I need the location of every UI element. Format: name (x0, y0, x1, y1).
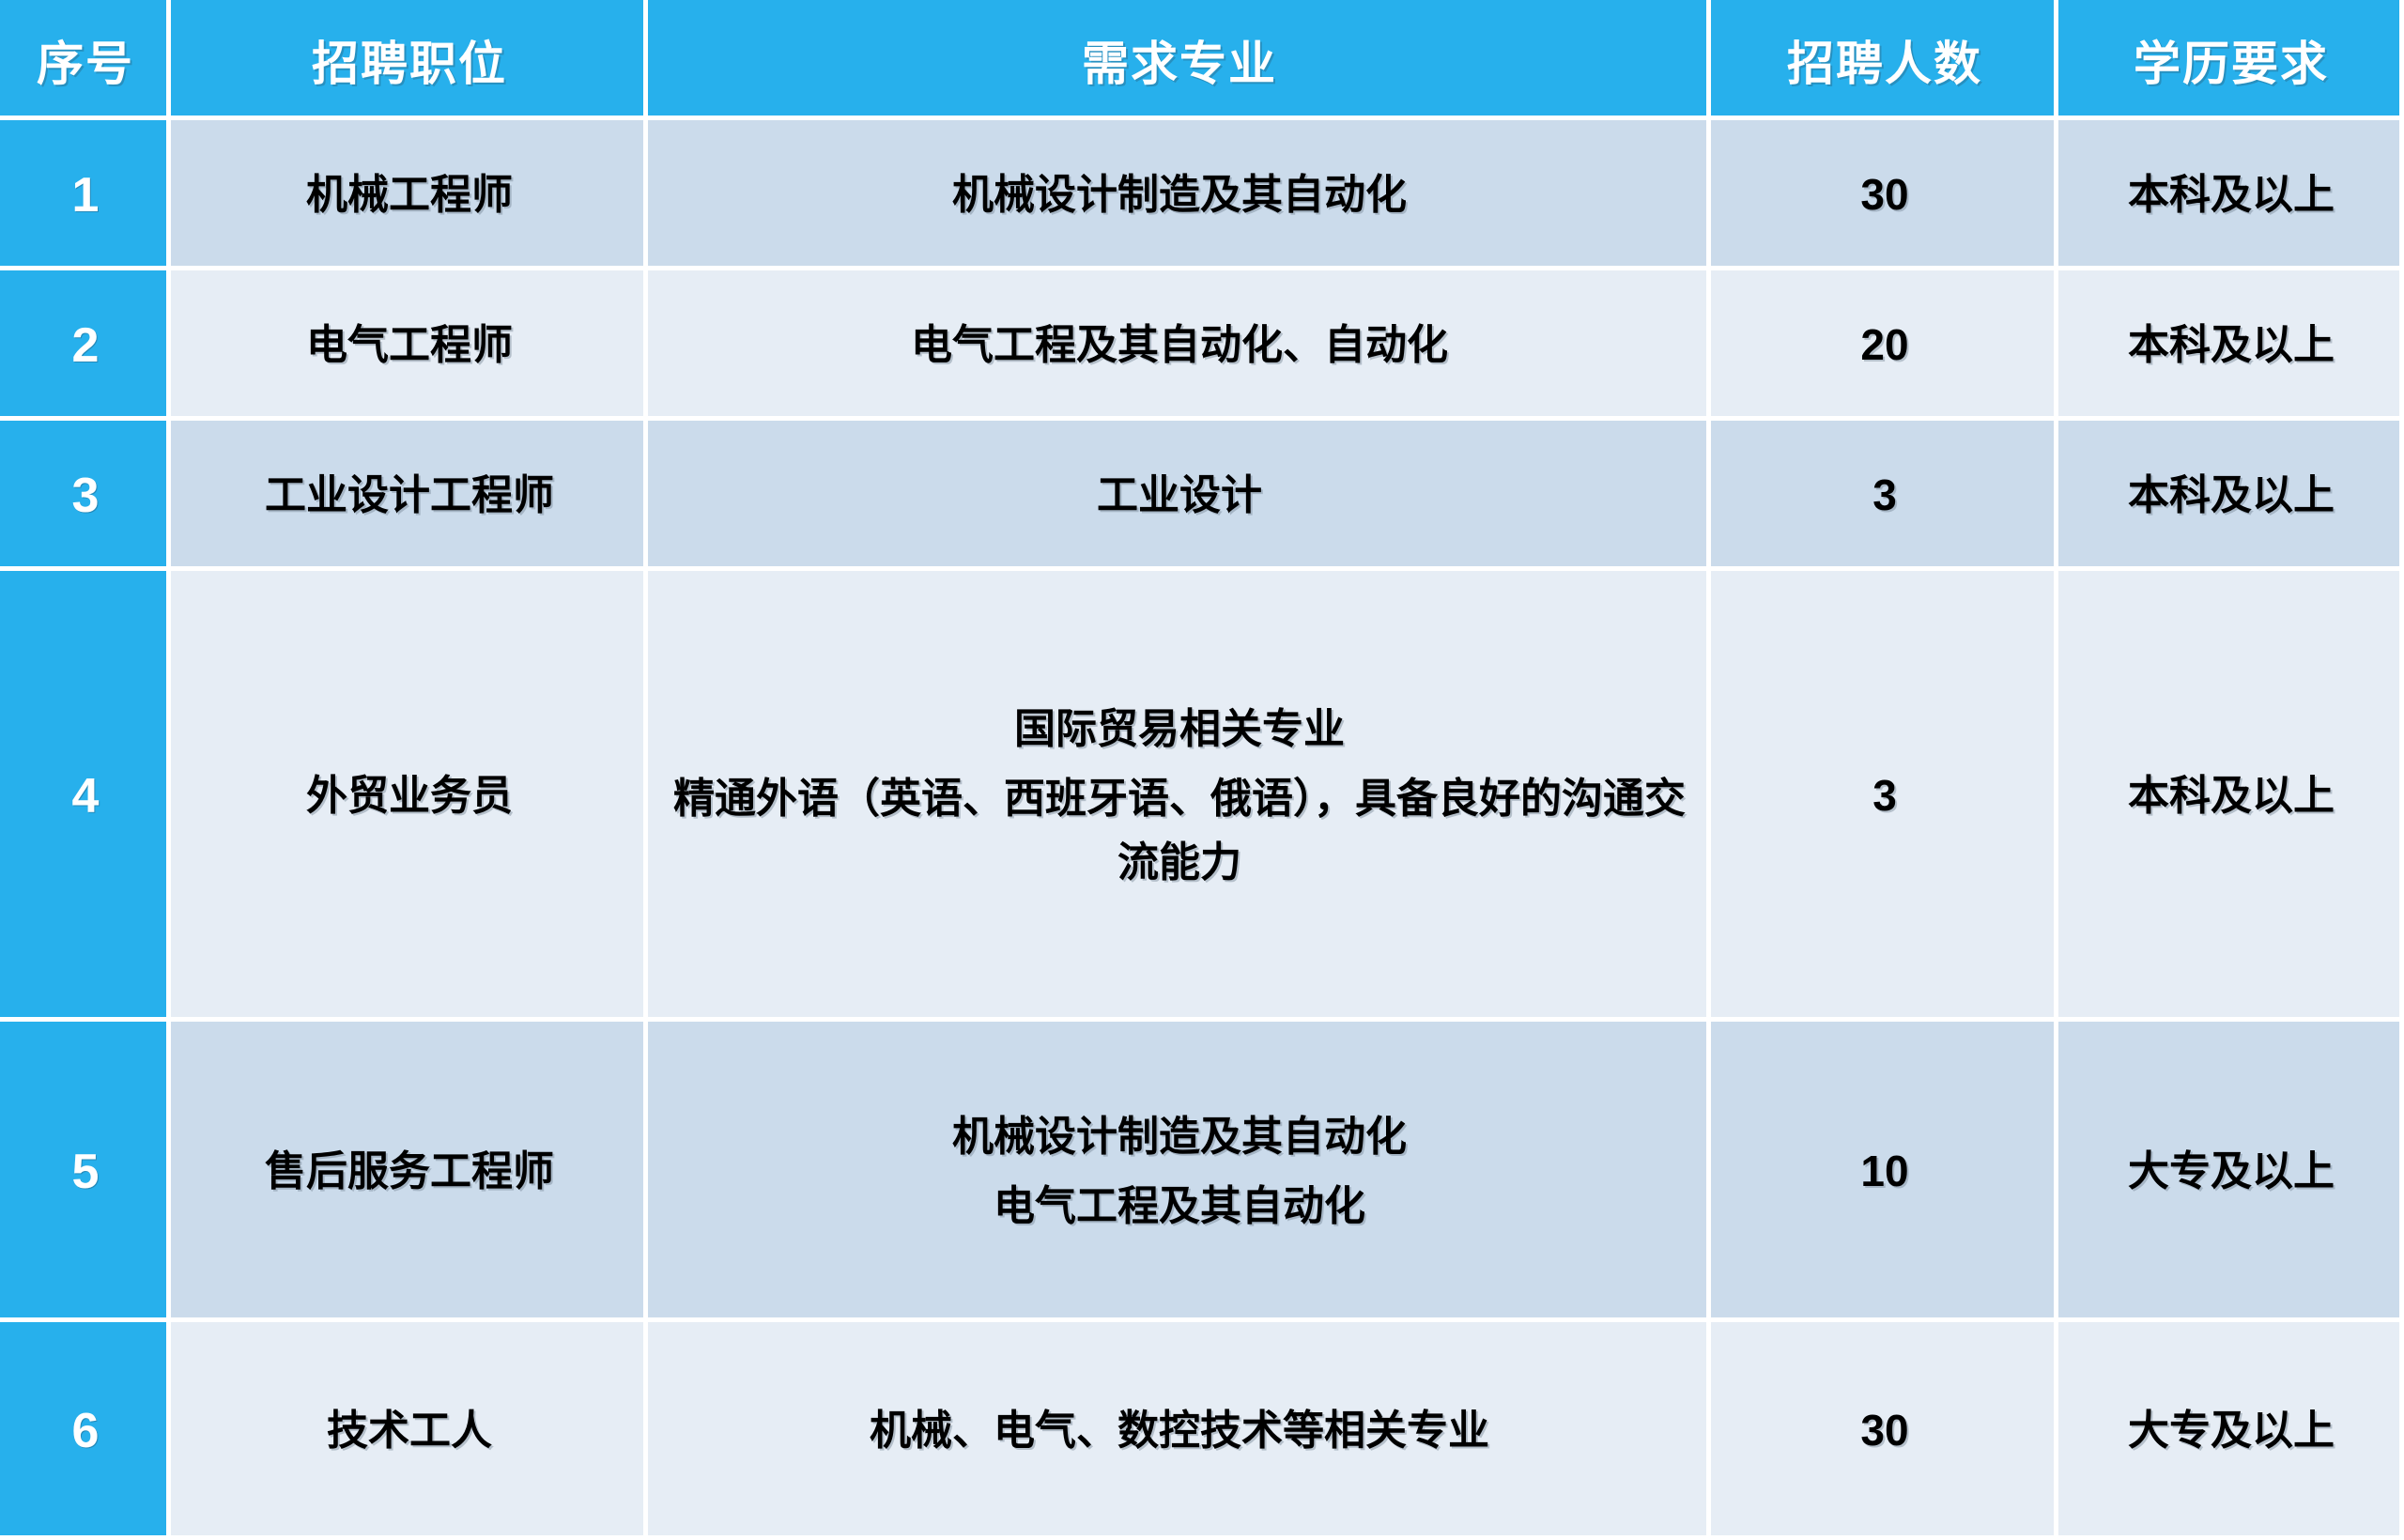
row-index: 4 (0, 571, 171, 1022)
cell-education: 大专及以上 (2058, 1022, 2404, 1322)
cell-education: 大专及以上 (2058, 1322, 2404, 1540)
cell-position: 工业设计工程师 (171, 421, 648, 571)
table-row: 4 外贸业务员 国际贸易相关专业 精通外语（英语、西班牙语、俄语），具备良好的沟… (0, 571, 2404, 1022)
column-header-count: 招聘人数 (1711, 0, 2058, 120)
cell-education: 本科及以上 (2058, 270, 2404, 421)
table-row: 5 售后服务工程师 机械设计制造及其自动化 电气工程及其自动化 10 大专及以上 (0, 1022, 2404, 1322)
row-index: 5 (0, 1022, 171, 1322)
header-row: 序号 招聘职位 需求专业 招聘人数 学历要求 (0, 0, 2404, 120)
cell-major: 机械设计制造及其自动化 电气工程及其自动化 (648, 1022, 1711, 1322)
row-index: 3 (0, 421, 171, 571)
cell-major: 国际贸易相关专业 精通外语（英语、西班牙语、俄语），具备良好的沟通交流能力 (648, 571, 1711, 1022)
row-index: 2 (0, 270, 171, 421)
table-row: 2 电气工程师 电气工程及其自动化、自动化 20 本科及以上 (0, 270, 2404, 421)
table-header: 序号 招聘职位 需求专业 招聘人数 学历要求 (0, 0, 2404, 120)
cell-position: 机械工程师 (171, 120, 648, 270)
table-row: 6 技术工人 机械、电气、数控技术等相关专业 30 大专及以上 (0, 1322, 2404, 1540)
cell-count: 30 (1711, 120, 2058, 270)
cell-major: 机械设计制造及其自动化 (648, 120, 1711, 270)
major-line: 电气工程及其自动化 (994, 1183, 1365, 1229)
major-line: 机械设计制造及其自动化 (952, 171, 1407, 218)
column-header-position: 招聘职位 (171, 0, 648, 120)
cell-position: 售后服务工程师 (171, 1022, 648, 1322)
cell-position: 外贸业务员 (171, 571, 648, 1022)
cell-education: 本科及以上 (2058, 421, 2404, 571)
table-row: 1 机械工程师 机械设计制造及其自动化 30 本科及以上 (0, 120, 2404, 270)
cell-major: 电气工程及其自动化、自动化 (648, 270, 1711, 421)
row-index: 1 (0, 120, 171, 270)
major-line: 机械设计制造及其自动化 (952, 1113, 1407, 1160)
cell-count: 30 (1711, 1322, 2058, 1540)
column-header-major: 需求专业 (648, 0, 1711, 120)
cell-position: 技术工人 (171, 1322, 648, 1540)
major-line: 精通外语（英语、西班牙语、俄语），具备良好的沟通交流能力 (673, 775, 1686, 886)
cell-education: 本科及以上 (2058, 120, 2404, 270)
cell-count: 3 (1711, 421, 2058, 571)
major-line: 电气工程及其自动化、自动化 (911, 321, 1448, 368)
major-line: 工业设计 (1097, 471, 1262, 518)
cell-education: 本科及以上 (2058, 571, 2404, 1022)
cell-count: 3 (1711, 571, 2058, 1022)
major-line: 机械、电气、数控技术等相关专业 (870, 1407, 1489, 1454)
column-header-education: 学历要求 (2058, 0, 2404, 120)
cell-count: 10 (1711, 1022, 2058, 1322)
column-header-index: 序号 (0, 0, 171, 120)
cell-count: 20 (1711, 270, 2058, 421)
major-line: 国际贸易相关专业 (1014, 705, 1345, 752)
table-row: 3 工业设计工程师 工业设计 3 本科及以上 (0, 421, 2404, 571)
cell-major: 工业设计 (648, 421, 1711, 571)
table-body: 1 机械工程师 机械设计制造及其自动化 30 本科及以上 2 电气工程师 电气工… (0, 120, 2404, 1540)
row-index: 6 (0, 1322, 171, 1540)
cell-major: 机械、电气、数控技术等相关专业 (648, 1322, 1711, 1540)
cell-position: 电气工程师 (171, 270, 648, 421)
